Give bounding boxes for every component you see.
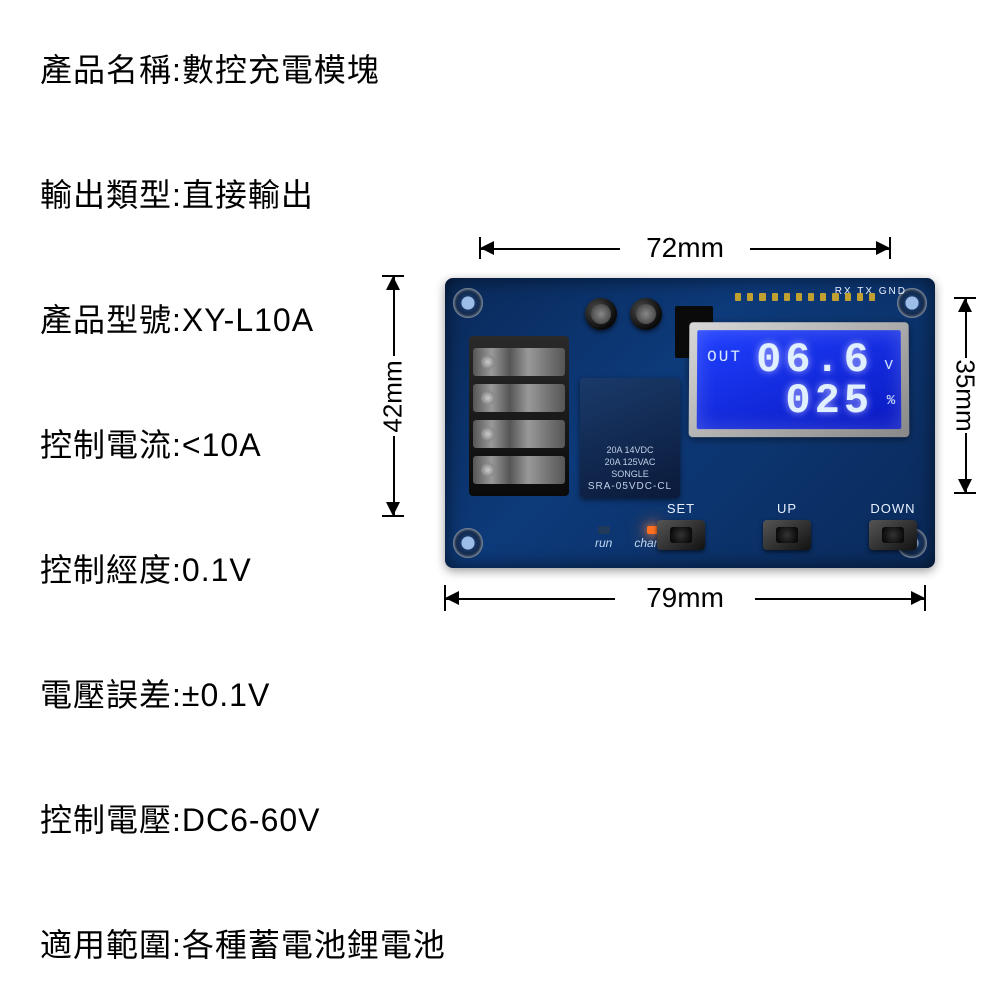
relay-component: 20A 14VDC 20A 125VAC SONGLE SRA-05VDC-CL — [580, 378, 680, 498]
pin-header-icon — [735, 290, 875, 304]
run-led-icon — [598, 526, 610, 534]
screw-terminal-icon — [473, 348, 565, 376]
spec-error: 電壓誤差:±0.1V — [40, 670, 446, 716]
spec-output-type: 輸出類型:直接輸出 — [40, 170, 446, 216]
mount-hole-icon — [453, 288, 483, 318]
dimension-bottom-label: 79mm — [646, 582, 724, 614]
mount-hole-icon — [453, 528, 483, 558]
dimension-top-label: 72mm — [646, 232, 724, 264]
lcd-percent-unit: % — [887, 393, 896, 409]
up-button[interactable] — [763, 520, 811, 550]
set-button[interactable] — [657, 520, 705, 550]
lcd-percent-value: 025 — [785, 377, 873, 425]
screw-terminal-block — [469, 336, 569, 496]
dimension-bottom: 79mm — [445, 578, 925, 618]
lcd-display: OUT 06.6 V 025 % — [689, 322, 910, 437]
screw-terminal-icon — [473, 420, 565, 448]
dimension-right: 35mm — [945, 298, 985, 493]
board-diagram: 72mm 79mm 42mm 35mm — [385, 228, 975, 618]
down-button[interactable] — [869, 520, 917, 550]
spec-product-name: 產品名稱:數控充電模塊 — [40, 45, 446, 91]
dimension-right-label: 35mm — [950, 359, 981, 431]
relay-rating: 20A 125VAC — [605, 457, 656, 467]
button-row: SET UP DOWN — [657, 492, 917, 550]
lcd-voltage-unit: V — [884, 358, 892, 374]
screw-terminal-icon — [473, 384, 565, 412]
screw-terminal-icon — [473, 456, 565, 484]
relay-model: SRA-05VDC-CL — [588, 481, 672, 492]
relay-rating: 20A 14VDC — [606, 445, 653, 455]
run-led-label: run — [595, 536, 612, 550]
dimension-top: 72mm — [480, 228, 890, 268]
down-button-label: DOWN — [870, 501, 915, 516]
capacitor-icon — [585, 298, 617, 330]
relay-brand: SONGLE — [611, 469, 649, 479]
spec-voltage: 控制電壓:DC6-60V — [40, 795, 446, 841]
spec-scope: 適用範圍:各種蓄電池鋰電池 — [40, 920, 446, 966]
set-button-label: SET — [667, 501, 695, 516]
dimension-left: 42mm — [373, 276, 413, 516]
lcd-out-label: OUT — [707, 348, 742, 366]
pcb-board: 20A 14VDC 20A 125VAC SONGLE SRA-05VDC-CL… — [445, 278, 935, 568]
capacitor-icon — [630, 298, 662, 330]
up-button-label: UP — [777, 501, 797, 516]
dimension-left-label: 42mm — [378, 360, 409, 432]
